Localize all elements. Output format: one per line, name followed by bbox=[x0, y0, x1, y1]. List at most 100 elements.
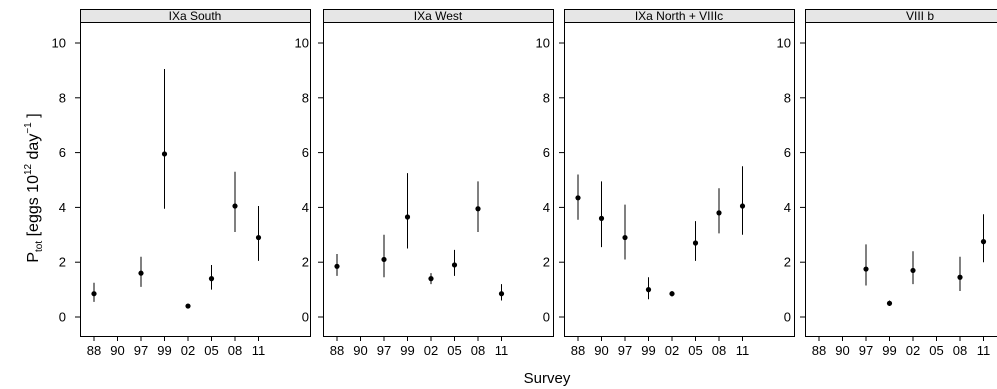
data-point bbox=[669, 291, 675, 297]
data-point bbox=[957, 274, 963, 280]
y-tick-label: 2 bbox=[784, 255, 791, 270]
x-tick-label: 97 bbox=[618, 343, 632, 358]
data-point bbox=[334, 263, 340, 269]
y-tick-label: 0 bbox=[302, 310, 309, 325]
x-tick-label: 97 bbox=[377, 343, 391, 358]
x-tick-label: 90 bbox=[353, 343, 367, 358]
panel-strip bbox=[564, 9, 795, 23]
x-tick-label: 97 bbox=[134, 343, 148, 358]
x-tick-label: 02 bbox=[906, 343, 920, 358]
x-tick-label: 08 bbox=[471, 343, 485, 358]
y-tick-label: 0 bbox=[543, 310, 550, 325]
y-tick-label: 4 bbox=[784, 200, 791, 215]
y-tick-label: 10 bbox=[777, 36, 791, 51]
y-axis-title-subscript: tot bbox=[34, 241, 45, 252]
data-point bbox=[255, 234, 262, 241]
x-tick-label: 88 bbox=[812, 343, 826, 358]
x-tick-label: 11 bbox=[495, 343, 509, 358]
y-tick-label: 6 bbox=[302, 145, 309, 160]
data-point bbox=[475, 206, 481, 212]
data-point bbox=[622, 234, 628, 241]
x-tick-label: 99 bbox=[641, 343, 655, 358]
x-tick-label: 02 bbox=[181, 343, 195, 358]
panel-frame bbox=[323, 22, 554, 337]
data-point bbox=[575, 195, 581, 201]
panel-title: VIII b bbox=[906, 9, 934, 23]
x-tick-label: 99 bbox=[157, 343, 171, 358]
y-tick-label: 10 bbox=[295, 36, 309, 51]
y-tick-label: 2 bbox=[543, 255, 550, 270]
data-point bbox=[161, 151, 168, 157]
panel-frame bbox=[80, 22, 311, 337]
x-tick-label: 88 bbox=[330, 343, 344, 358]
data-point bbox=[645, 287, 652, 293]
y-axis-title-sup2: −1 bbox=[23, 122, 34, 134]
x-tick-label: 05 bbox=[204, 343, 218, 358]
data-point bbox=[886, 300, 893, 306]
x-tick-label: 90 bbox=[835, 343, 849, 358]
data-point bbox=[980, 239, 987, 245]
data-point bbox=[692, 240, 699, 246]
x-tick-label: 97 bbox=[859, 343, 873, 358]
x-tick-label: 08 bbox=[953, 343, 967, 358]
y-tick-label: 6 bbox=[784, 145, 791, 160]
y-tick-label: 0 bbox=[59, 310, 66, 325]
y-tick-label: 8 bbox=[784, 90, 791, 105]
x-tick-label: 11 bbox=[252, 343, 266, 358]
data-point bbox=[451, 262, 458, 268]
data-point bbox=[498, 291, 505, 297]
x-tick-label: 08 bbox=[228, 343, 242, 358]
x-tick-label: 90 bbox=[110, 343, 124, 358]
panel-frame bbox=[564, 22, 795, 337]
data-point bbox=[863, 266, 869, 272]
y-axis-title-base: P bbox=[25, 252, 42, 263]
x-tick-label: 05 bbox=[929, 343, 943, 358]
x-tick-label: 90 bbox=[594, 343, 608, 358]
data-point bbox=[910, 267, 916, 274]
data-point bbox=[138, 270, 144, 276]
y-tick-label: 4 bbox=[543, 200, 550, 215]
y-tick-label: 0 bbox=[784, 310, 791, 325]
y-tick-label: 6 bbox=[543, 145, 550, 160]
x-tick-label: 05 bbox=[688, 343, 702, 358]
x-tick-label: 02 bbox=[665, 343, 679, 358]
data-point bbox=[91, 291, 97, 297]
y-tick-label: 8 bbox=[302, 90, 309, 105]
data-point bbox=[381, 256, 387, 263]
panel-strip bbox=[323, 9, 554, 23]
panel-title: IXa North + VIIIc bbox=[635, 9, 723, 23]
panel-title: IXa South bbox=[169, 9, 222, 23]
y-axis-title: Ptot [eggs 1012 day−1 ] bbox=[23, 113, 45, 262]
x-tick-label: 88 bbox=[87, 343, 101, 358]
y-tick-label: 8 bbox=[543, 90, 550, 105]
data-point bbox=[185, 303, 191, 309]
panel-frame bbox=[805, 22, 997, 337]
x-tick-label: 99 bbox=[400, 343, 414, 358]
y-tick-label: 8 bbox=[59, 90, 66, 105]
x-tick-label: 02 bbox=[424, 343, 438, 358]
y-axis-title-sup1: 12 bbox=[23, 163, 34, 175]
y-tick-label: 6 bbox=[59, 145, 66, 160]
y-tick-label: 2 bbox=[302, 255, 309, 270]
data-point bbox=[232, 203, 238, 209]
data-point bbox=[208, 276, 215, 282]
data-point bbox=[716, 210, 722, 216]
x-tick-label: 05 bbox=[447, 343, 461, 358]
y-axis-title-text2: day bbox=[25, 134, 42, 164]
y-tick-label: 4 bbox=[302, 200, 309, 215]
data-point bbox=[428, 276, 434, 282]
data-point bbox=[739, 203, 746, 209]
y-tick-label: 2 bbox=[59, 255, 66, 270]
y-axis-title-close: ] bbox=[25, 113, 42, 122]
x-tick-label: 88 bbox=[571, 343, 585, 358]
y-axis-title-text: [eggs 10 bbox=[25, 175, 42, 241]
panel-strip bbox=[805, 9, 997, 23]
panel-strip bbox=[80, 9, 311, 23]
x-tick-label: 08 bbox=[712, 343, 726, 358]
